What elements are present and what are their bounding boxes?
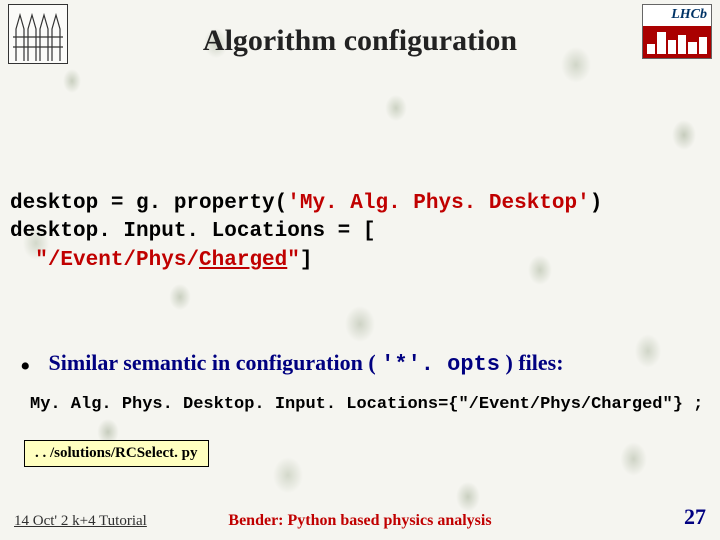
file-path-box: . . /solutions/RCSelect. py [24, 440, 209, 467]
footer-center: Bender: Python based physics analysis [0, 512, 720, 530]
code-string-underline: Charged [199, 249, 287, 272]
bullet-item: • Similar semantic in configuration ( '*… [20, 350, 710, 382]
code-text: desktop = g. property( [10, 192, 287, 215]
slide: Algorithm configuration LHCb desktop = g… [0, 0, 720, 540]
code-string: " [287, 249, 300, 272]
sub-code-line: My. Alg. Phys. Desktop. Input. Locations… [30, 395, 710, 414]
code-line-3: "/Event/Phys/Charged"] [10, 247, 710, 275]
logo-right-bars-icon [647, 30, 707, 54]
code-line-1: desktop = g. property('My. Alg. Phys. De… [10, 190, 710, 218]
bullet-text-pre: Similar semantic in configuration ( [49, 350, 382, 375]
logo-right-icon: LHCb [642, 4, 712, 59]
bullet-dot-icon: • [20, 352, 31, 382]
slide-header: Algorithm configuration LHCb [0, 0, 720, 70]
code-string: "/Event/Phys/ [35, 249, 199, 272]
logo-left-icon [8, 4, 68, 64]
code-string: 'My. Alg. Phys. Desktop' [287, 192, 589, 215]
code-text: ] [300, 249, 313, 272]
bullet-text: Similar semantic in configuration ( '*'.… [49, 350, 564, 377]
code-line-2: desktop. Input. Locations = [ [10, 218, 710, 246]
bullet-text-post: ) files: [500, 350, 564, 375]
bullet-text-mono: '*'. opts [381, 352, 500, 377]
code-block: desktop = g. property('My. Alg. Phys. De… [10, 190, 710, 275]
logo-right-label: LHCb [671, 7, 707, 23]
code-text: ) [590, 192, 603, 215]
page-number: 27 [684, 504, 706, 530]
slide-title: Algorithm configuration [203, 12, 517, 58]
